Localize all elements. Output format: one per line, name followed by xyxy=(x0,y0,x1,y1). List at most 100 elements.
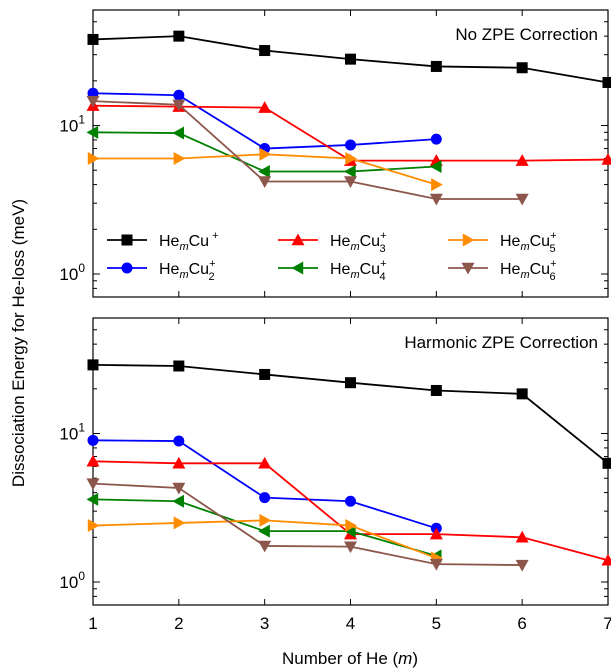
data-point xyxy=(87,434,99,446)
x-tick-label: 4 xyxy=(346,614,355,633)
data-point xyxy=(429,193,443,206)
data-point xyxy=(516,388,528,400)
panel-title: Harmonic ZPE Correction xyxy=(404,333,598,352)
legend-label: HemCu + xyxy=(159,230,219,253)
data-point xyxy=(601,553,611,566)
panel-title: No ZPE Correction xyxy=(455,25,598,44)
data-point xyxy=(345,495,356,507)
data-point xyxy=(259,368,271,380)
data-point xyxy=(86,125,99,139)
series-Cu6 xyxy=(86,478,529,572)
legend-marker xyxy=(291,233,305,246)
x-tick-label: 1 xyxy=(88,614,97,633)
data-point xyxy=(87,33,99,45)
legend-entry-Cu5: HemCu+ 5 xyxy=(448,230,557,255)
data-point xyxy=(87,359,99,371)
legend-entry-Cu2: HemCu+ 2 xyxy=(107,258,216,283)
data-point xyxy=(429,558,443,571)
data-point xyxy=(259,492,271,504)
data-point xyxy=(172,482,186,495)
data-point xyxy=(259,513,272,527)
data-point xyxy=(173,89,185,101)
data-point xyxy=(173,151,186,165)
series-Cu2 xyxy=(87,87,442,155)
data-point xyxy=(602,457,611,469)
data-point xyxy=(515,559,529,572)
data-point xyxy=(258,101,272,113)
series-line xyxy=(92,482,523,566)
legend-entry-Cu6: HemCu+ 6 xyxy=(448,258,557,283)
data-point xyxy=(172,456,186,469)
data-point xyxy=(429,159,442,173)
series-Cu4 xyxy=(86,125,442,179)
legend-marker xyxy=(121,262,133,274)
data-point xyxy=(172,126,185,140)
series-Cu1 xyxy=(87,359,611,469)
x-tick-label: 7 xyxy=(603,614,611,633)
data-point xyxy=(345,151,357,165)
data-point xyxy=(172,99,186,112)
series-Cu1 xyxy=(87,30,611,88)
x-tick-label: 3 xyxy=(260,614,269,633)
x-axis-label: Number of He (m) xyxy=(282,649,418,668)
x-tick-label: 2 xyxy=(174,614,183,633)
data-point xyxy=(345,139,356,151)
legend-marker xyxy=(461,262,475,275)
legend-marker xyxy=(291,261,304,275)
data-point xyxy=(259,147,272,161)
data-point xyxy=(430,60,442,72)
data-point xyxy=(258,176,272,188)
data-point xyxy=(258,540,272,553)
legend-label: HemCu+ 6 xyxy=(500,258,557,283)
data-point xyxy=(173,360,185,372)
legend: HemCu + HemCu+ 2 HemCu+ 3 HemCu+ 4 HemCu+ 5 HemCu… xyxy=(107,230,557,283)
data-point xyxy=(430,384,442,396)
data-point xyxy=(258,456,272,469)
data-point xyxy=(86,95,100,108)
plot-frame xyxy=(92,317,609,606)
data-point xyxy=(258,165,270,179)
y-tick-label: 100 xyxy=(59,569,85,592)
panel-2: 1 2 3 4 5 6 7 100 101 Harmonic ZPE Correction xyxy=(59,317,611,633)
data-point xyxy=(344,524,356,538)
series-line xyxy=(92,439,437,530)
legend-marker xyxy=(121,234,133,246)
legend-label: HemCu+ 3 xyxy=(330,230,387,255)
data-point xyxy=(515,193,529,206)
data-point xyxy=(173,516,186,530)
data-point xyxy=(344,176,357,188)
data-point xyxy=(345,53,356,65)
legend-marker xyxy=(462,233,475,247)
y-tick-label: 100 xyxy=(59,261,85,284)
data-point xyxy=(516,62,528,74)
legend-entry-Cu1: HemCu + xyxy=(107,230,219,253)
data-point xyxy=(515,154,529,166)
panel-1: 100 101 No ZPE Correction xyxy=(59,9,611,298)
x-tick-label: 5 xyxy=(432,614,441,633)
data-point xyxy=(430,133,442,145)
legend-entry-Cu4: HemCu+ 4 xyxy=(278,258,387,283)
legend-label: HemCu+ 5 xyxy=(500,230,557,255)
series-Cu4 xyxy=(86,492,442,563)
data-point xyxy=(344,165,356,179)
series-Cu2 xyxy=(87,434,442,534)
legend-label: HemCu+ 4 xyxy=(330,258,387,283)
data-point xyxy=(431,178,443,192)
data-point xyxy=(173,435,185,447)
legend-entry-Cu3: HemCu+ 3 xyxy=(278,230,387,255)
data-point xyxy=(86,492,99,506)
data-point xyxy=(172,494,185,508)
x-tick-label: 6 xyxy=(517,614,526,633)
legend-label: HemCu+ 2 xyxy=(159,258,216,283)
data-point xyxy=(86,454,100,467)
data-point xyxy=(601,153,611,165)
data-point xyxy=(259,45,271,57)
data-point xyxy=(429,527,443,540)
data-point xyxy=(345,377,356,389)
y-axis-label: Dissociation Energy for He-loss (meV) xyxy=(9,199,28,487)
data-point xyxy=(87,151,100,165)
data-point xyxy=(87,519,100,533)
series-Cu6 xyxy=(86,95,529,206)
data-point xyxy=(344,541,357,554)
